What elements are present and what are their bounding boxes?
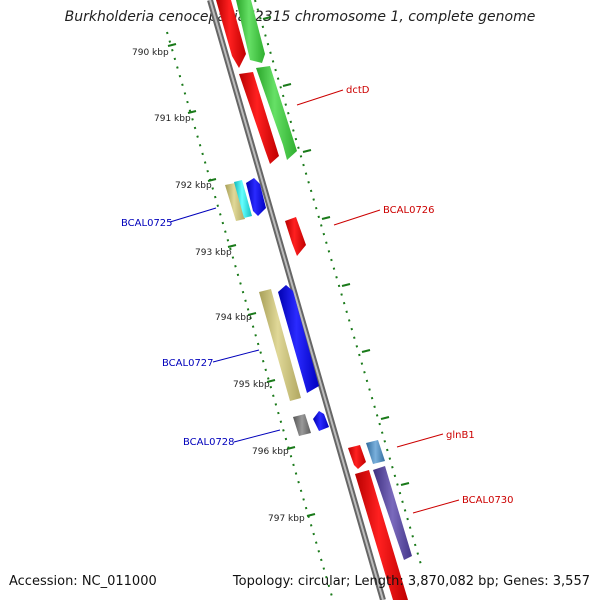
gene-khaki-BCAL0725[interactable]: [225, 183, 245, 221]
gene-red-BCAL0730[interactable]: [355, 470, 408, 600]
map-title: Burkholderia cenocepacia J2315 chromosom…: [64, 9, 536, 25]
label-leaders: [169, 89, 460, 514]
gene-gray-BCAL0728[interactable]: [293, 414, 311, 436]
genome-summary-text: Topology: circular; Length: 3,870,082 bp…: [232, 574, 590, 589]
gene-red-top[interactable]: [216, 0, 246, 68]
scale-ticks: [167, 16, 410, 517]
gene-label-BCAL0726[interactable]: BCAL0726: [383, 205, 435, 216]
gene-label-BCAL0725[interactable]: BCAL0725: [121, 218, 173, 229]
chromosome-backbone: [207, 0, 386, 600]
gene-cyan-BCAL0725[interactable]: [234, 180, 252, 218]
scale-label-797: 797 kbp: [268, 514, 305, 524]
gene-steelblue-glnB1[interactable]: [366, 440, 385, 464]
scale-label-790: 790 kbp: [132, 48, 169, 58]
scale-labels: 790 kbp 791 kbp 792 kbp 793 kbp 794 kbp …: [132, 48, 305, 524]
scale-dotted-track-right: [254, 0, 423, 569]
gene-label-dctD[interactable]: dctD: [346, 85, 370, 96]
scale-label-791: 791 kbp: [154, 114, 191, 124]
gene-labels[interactable]: dctD BCAL0726 BCAL0725 BCAL0727 BCAL0728…: [121, 85, 514, 506]
scale-label-792: 792 kbp: [175, 181, 212, 191]
gene-green-dctD[interactable]: [256, 66, 297, 160]
gene-blue-BCAL0725[interactable]: [246, 178, 266, 216]
gene-label-BCAL0728[interactable]: BCAL0728: [183, 437, 235, 448]
gene-label-BCAL0730[interactable]: BCAL0730: [462, 495, 514, 506]
gene-khaki-BCAL0727[interactable]: [259, 289, 301, 401]
accession-text: Accession: NC_011000: [9, 574, 157, 589]
gene-label-glnB1[interactable]: glnB1: [446, 430, 475, 441]
gene-features[interactable]: [216, 0, 412, 600]
scale-label-796: 796 kbp: [252, 447, 289, 457]
gene-blue-BCAL0727[interactable]: [278, 285, 319, 393]
gene-red-BCAL0726[interactable]: [285, 217, 306, 256]
gene-red-glnB1[interactable]: [348, 445, 366, 469]
scale-label-795: 795 kbp: [233, 380, 270, 390]
scale-label-793: 793 kbp: [195, 248, 232, 258]
gene-red-dctD-a[interactable]: [239, 72, 279, 164]
gene-green-top[interactable]: [236, 0, 265, 63]
gene-blue-BCAL0728[interactable]: [313, 411, 329, 431]
scale-label-794: 794 kbp: [215, 313, 252, 323]
gene-label-BCAL0727[interactable]: BCAL0727: [162, 358, 214, 369]
gene-purple-BCAL0730[interactable]: [373, 466, 412, 560]
